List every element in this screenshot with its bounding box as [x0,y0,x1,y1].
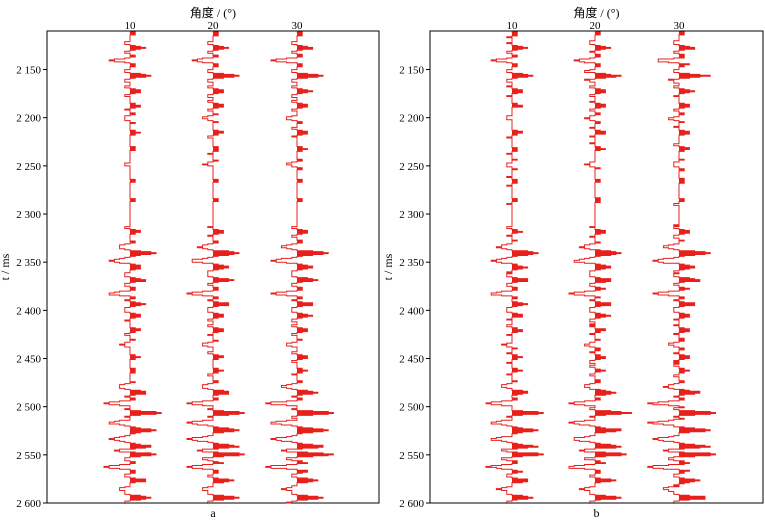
trace-30-wiggle [265,31,334,504]
trace-30-positive-fill [679,31,716,501]
trace-20-positive-fill [213,31,245,501]
y-tick-label: 2 200 [16,113,41,125]
y-tick-label: 2 150 [16,65,41,77]
y-tick-label: 2 350 [399,257,424,269]
trace-30-wiggle [647,31,716,504]
x-tick-label: 30 [292,20,304,32]
y-axis-label: t / ms [381,253,395,280]
y-tick-label: 2 300 [16,209,41,221]
trace-20-wiggle [186,31,245,504]
y-tick-label: 2 500 [16,402,41,414]
y-tick-label: 2 450 [16,354,41,366]
trace-10-positive-fill [512,31,544,501]
plot-frame [429,30,764,504]
x-tick-label: 20 [590,20,602,32]
x-tick-label: 10 [125,20,137,32]
y-tick-label: 2 200 [399,113,424,125]
y-tick-label: 2 300 [399,209,424,221]
panel-label: a [210,506,216,520]
panel-a: 角度 / (°) 10 20 30 2 150 2 200 2 250 2 300 2 350 2… [0,5,380,520]
x-axis-label: 角度 / (°) [190,5,236,20]
y-tick-label: 2 250 [399,161,424,173]
y-tick-label: 2 550 [16,450,41,462]
trace-10-wiggle [103,31,162,504]
y-tick-label: 2 400 [399,305,424,317]
x-axis-label: 角度 / (°) [573,5,619,20]
panel-b: 角度 / (°) 10 20 30 2 150 2 200 2 250 2 300 2 350 2… [381,5,764,520]
y-tick-label: 2 150 [399,65,424,77]
y-tick-label: 2 350 [16,257,41,269]
trace-10-wiggle [485,31,544,504]
trace-20-wiggle [568,31,632,504]
x-tick-label: 20 [208,20,220,32]
y-tick-label: 2 250 [16,161,41,173]
y-tick-label: 2 400 [16,305,41,317]
y-tick-label: 2 600 [16,498,41,510]
trace-10-positive-fill [130,31,162,501]
y-tick-label: 2 450 [399,354,424,366]
x-tick-label: 10 [507,20,519,32]
y-tick-label: 2 600 [399,498,424,510]
x-tick-label: 30 [674,20,686,32]
y-tick-label: 2 550 [399,450,424,462]
y-tick-label: 2 500 [399,402,424,414]
panel-label: b [594,506,600,520]
y-axis-label: t / ms [0,253,12,280]
